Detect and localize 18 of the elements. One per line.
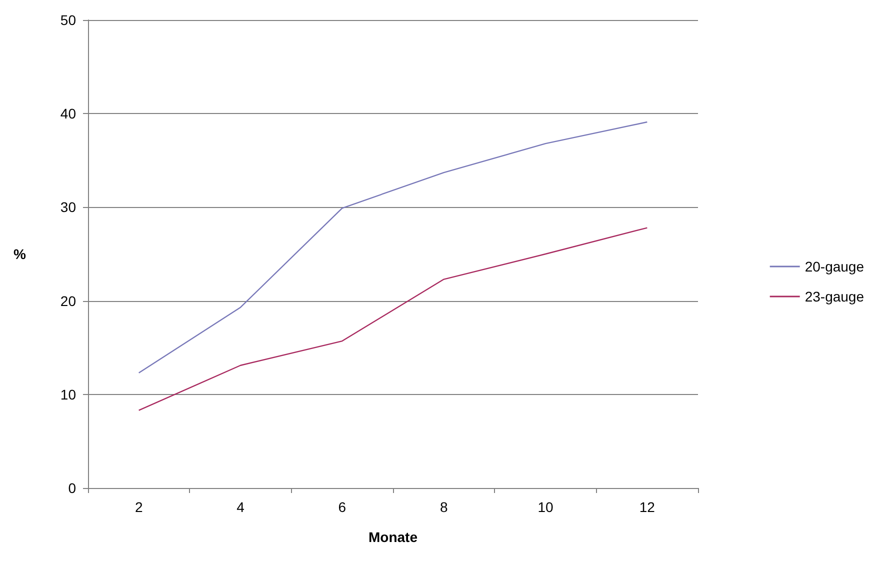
legend-label: 23-gauge <box>804 288 864 304</box>
x-tick-label: 10 <box>538 499 554 515</box>
x-tick-label: 4 <box>236 499 245 515</box>
y-tick-label: 20 <box>60 292 76 309</box>
y-tick-label: 40 <box>60 106 76 122</box>
x-tick-label: 8 <box>440 499 448 515</box>
y-tick-label: 0 <box>68 480 76 496</box>
legend-label: 20-gauge <box>804 258 864 274</box>
line-series <box>138 227 648 411</box>
y-tick-label: 30 <box>60 199 76 216</box>
x-tick-label: 6 <box>338 499 346 515</box>
y-tick-label: 50 <box>60 12 76 28</box>
x-axis-title: Monate <box>368 529 418 545</box>
y-tick-label: 10 <box>60 386 76 402</box>
y-axis-title: % <box>14 246 27 262</box>
line-series <box>138 121 648 374</box>
x-tick-label: 2 <box>134 499 143 515</box>
x-tick-label: 12 <box>639 499 656 515</box>
